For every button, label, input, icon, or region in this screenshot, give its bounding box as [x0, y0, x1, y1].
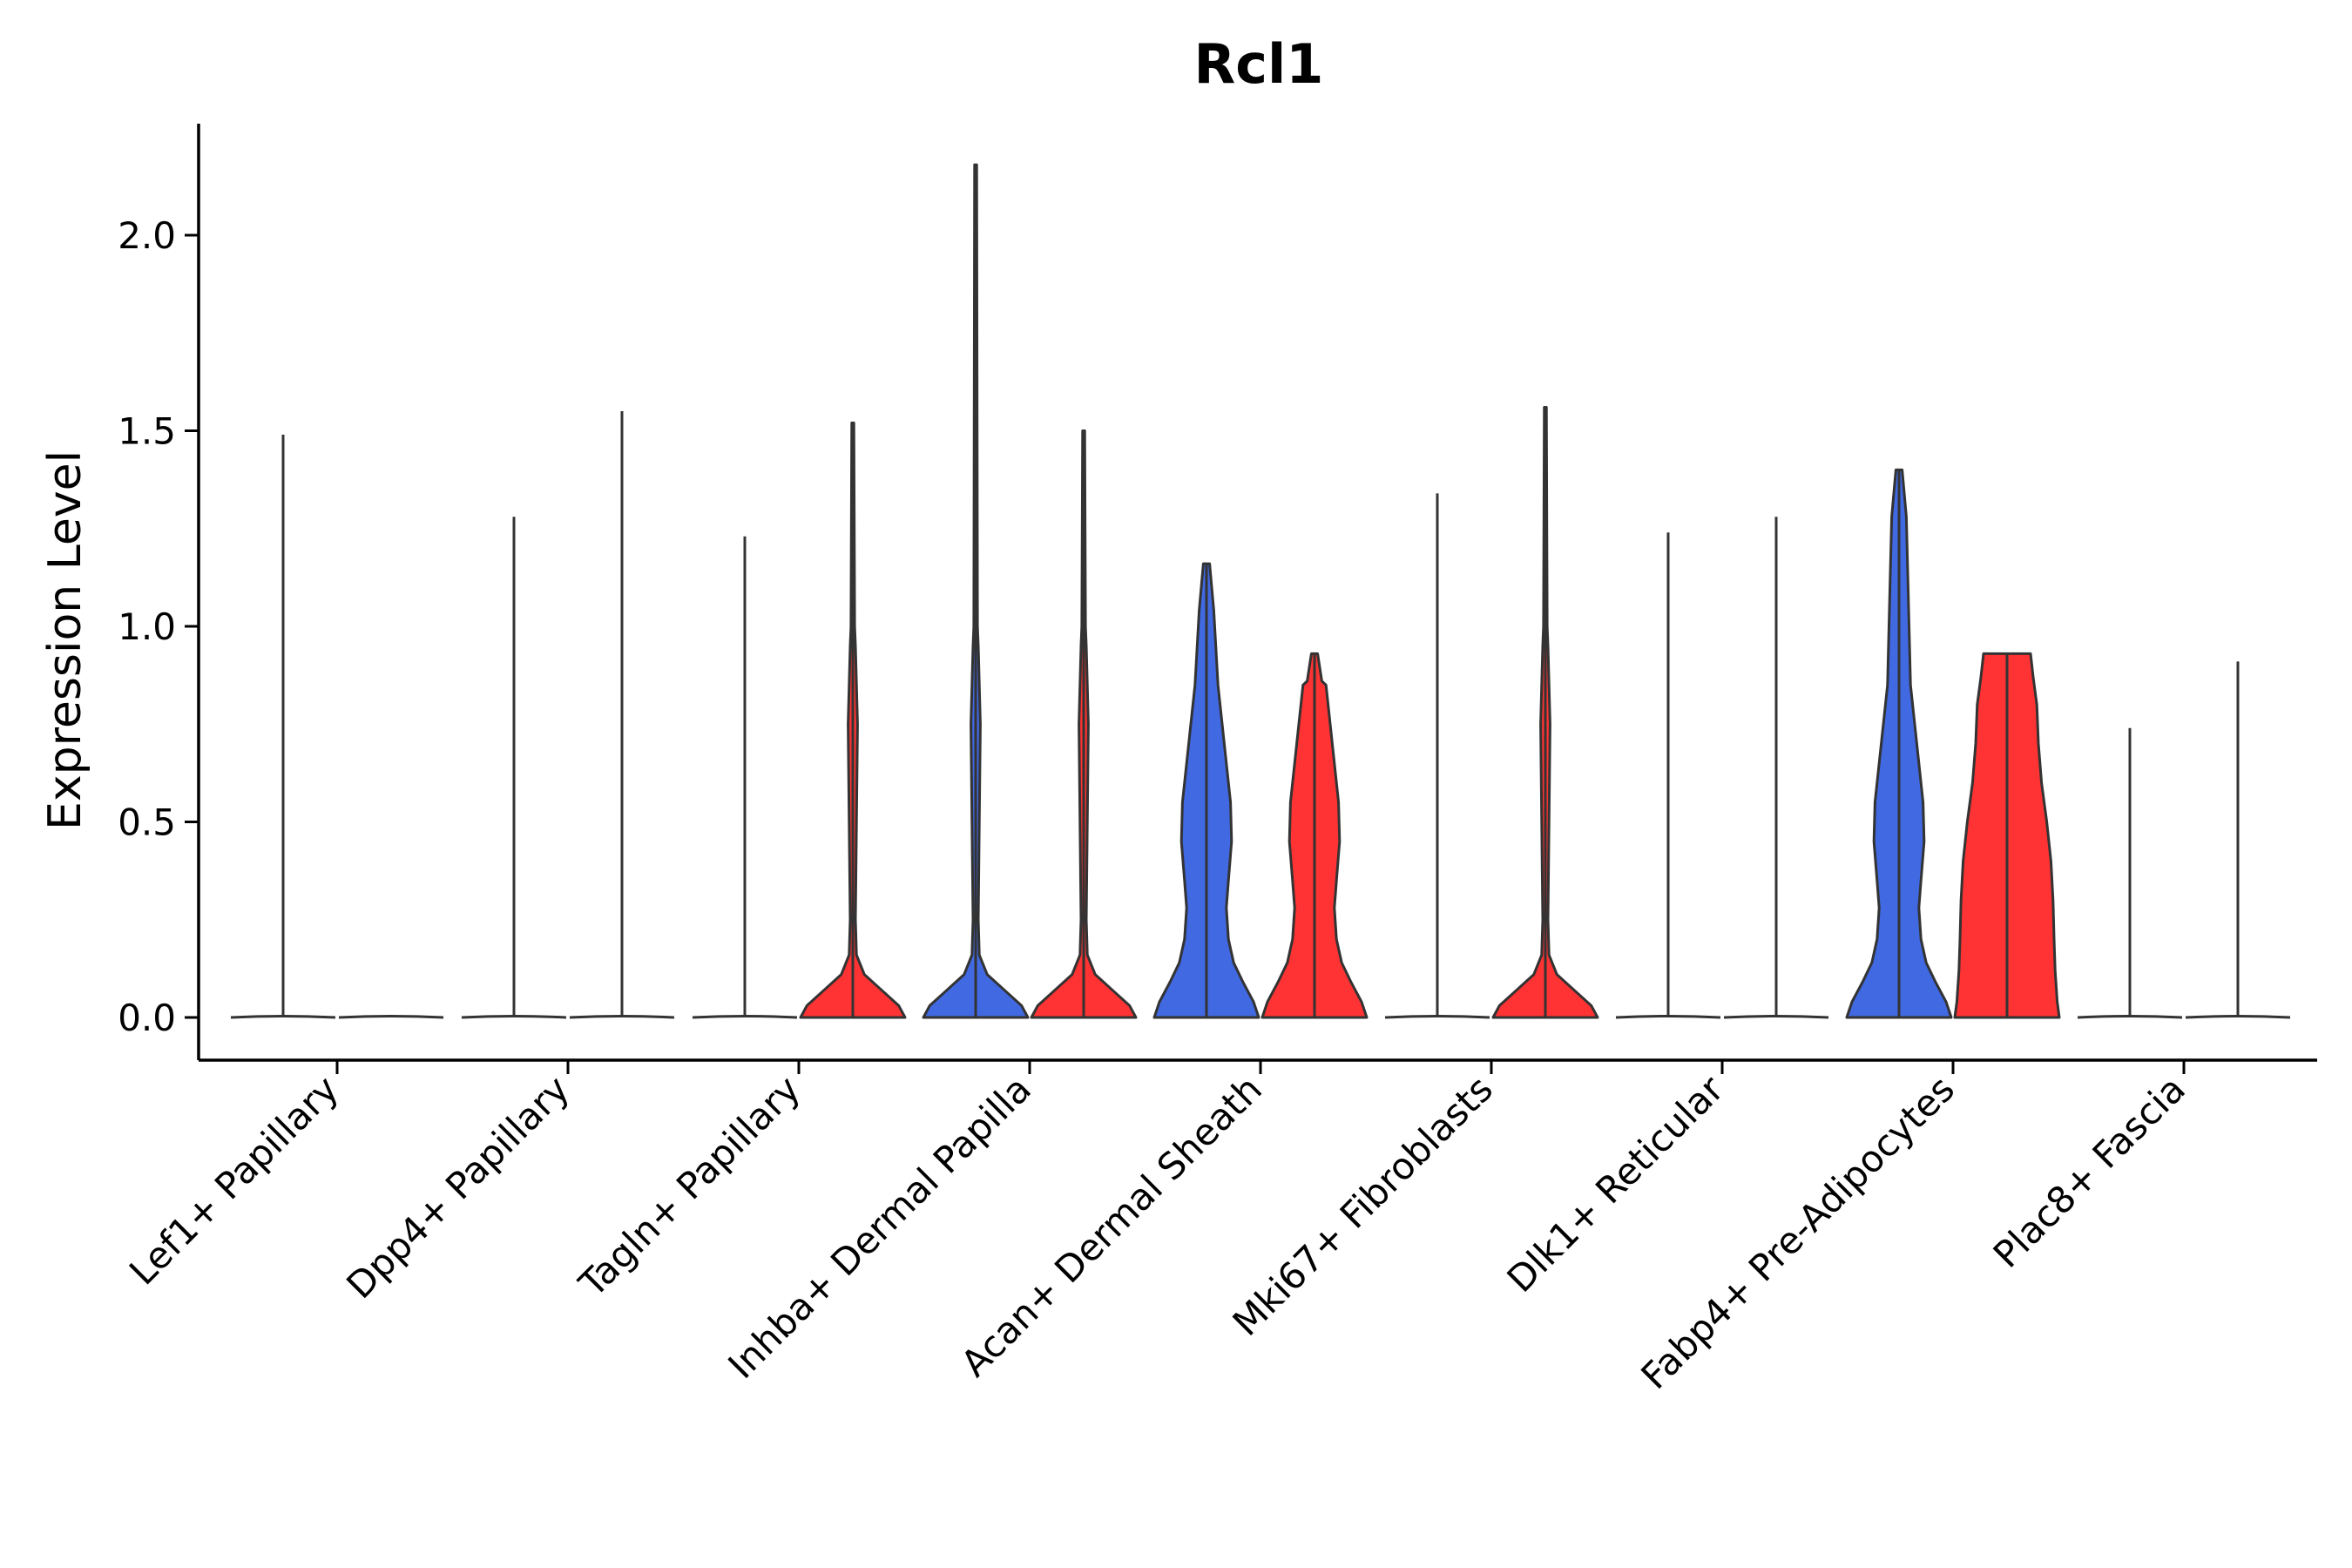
x-tick-label: Dpp4+ Papillary	[338, 1067, 578, 1307]
x-tick-label: Dlk1+ Reticular	[1499, 1067, 1733, 1301]
violin-group-2	[1260, 652, 1369, 1019]
x-tick-label: Tagln+ Papillary	[571, 1067, 808, 1305]
x-tick-label: Lef1+ Papillary	[121, 1067, 347, 1293]
x-tick-label: Mki67+ Fibroblasts	[1225, 1067, 1501, 1343]
chart-title: Rcl1	[1194, 32, 1324, 96]
y-axis-label: Expression Level	[39, 450, 91, 830]
y-tick-label: 0.5	[118, 801, 176, 844]
violin-group-2	[1491, 406, 1599, 1019]
violin-group-1	[1845, 468, 1953, 1019]
violin-group-1	[922, 163, 1030, 1019]
violin-group-2	[1030, 429, 1138, 1019]
violin-group-2	[799, 422, 907, 1019]
y-tick-label: 2.0	[118, 214, 176, 257]
violin-base	[338, 1015, 444, 1019]
x-tick-label: Plac8+ Fascia	[1985, 1067, 2193, 1275]
y-tick-label: 1.0	[118, 605, 176, 648]
violin-group-2	[1953, 652, 2061, 1019]
violin-group-1	[1152, 562, 1260, 1019]
y-tick-label: 1.5	[118, 410, 176, 453]
y-tick-label: 0.0	[118, 997, 176, 1039]
